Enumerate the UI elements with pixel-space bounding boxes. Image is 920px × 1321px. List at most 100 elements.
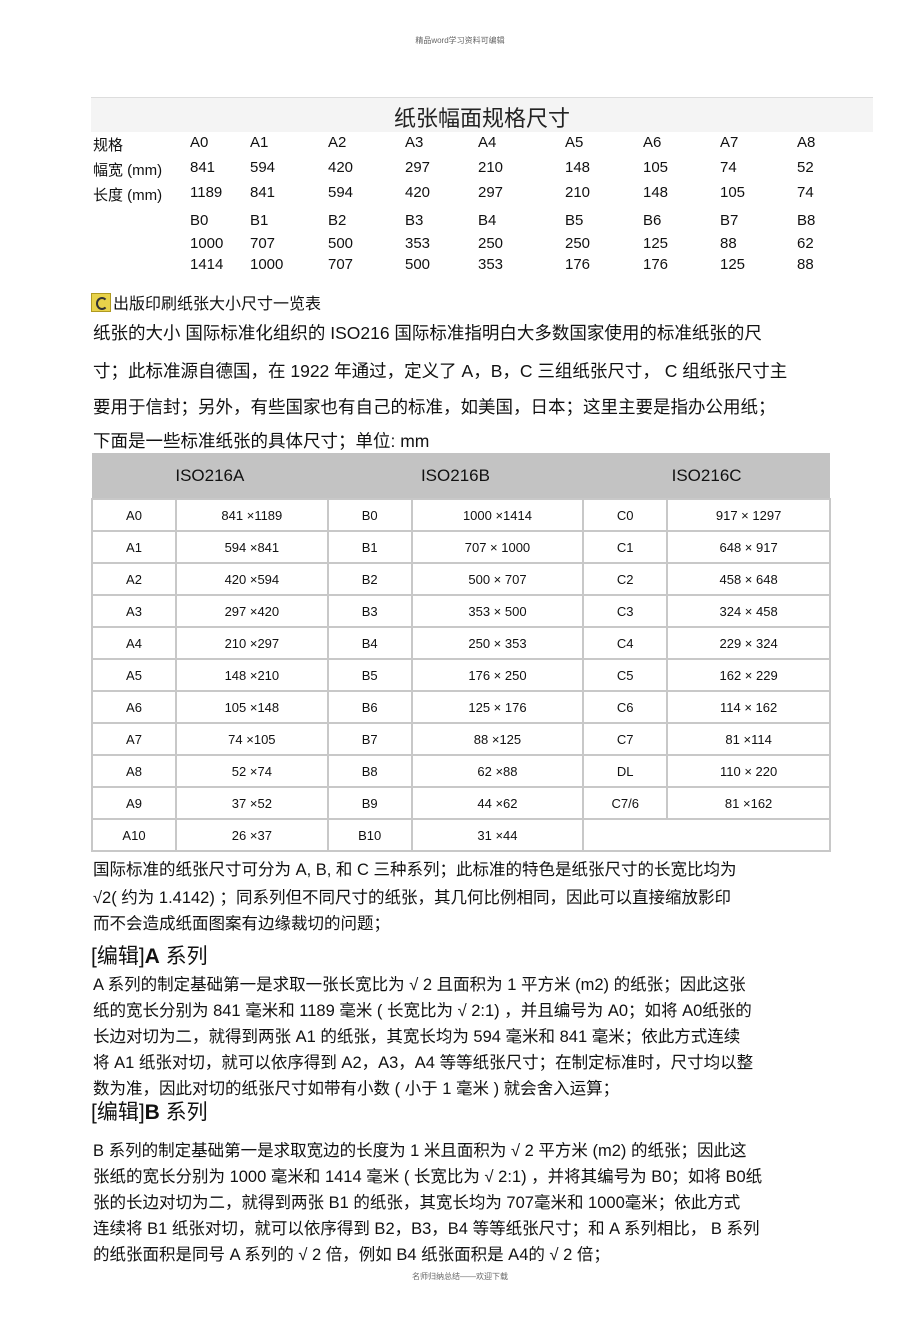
spec-cell: 353	[478, 256, 504, 273]
size-dimensions: 125 × 176	[410, 690, 585, 724]
spec-cell: A0	[190, 134, 209, 151]
size-dimensions: 229 × 324	[666, 626, 831, 660]
page-header: 精品word学习资料可编辑	[415, 36, 505, 45]
spec-cell: 176	[565, 256, 591, 273]
spec-cell: A6	[643, 134, 662, 151]
page-footer: 名师归纳总结——欢迎下载	[412, 1272, 508, 1281]
spec-cell: 88	[720, 235, 737, 252]
spec-cell: 规格	[93, 137, 124, 154]
size-dimensions: 88 ×125	[410, 722, 585, 756]
size-dimensions: 297 ×420	[175, 594, 329, 628]
spec-cell: 353	[405, 235, 431, 252]
spec-cell: 594	[250, 159, 276, 176]
spec-cell: 幅宽 (mm)	[93, 162, 163, 179]
header-iso216c: ISO216C	[583, 453, 830, 499]
spec-cell: 74	[797, 184, 814, 201]
link-line[interactable]: 出版印刷纸张大小尺寸一览表	[91, 290, 321, 314]
section-letter: B	[144, 1101, 160, 1124]
size-name: B8	[326, 754, 413, 788]
text-line: 数为准，因此对切的纸张尺寸如带有小数 ( 小于 1 毫米 ) 就会舍入运算；	[93, 1080, 620, 1098]
size-dimensions: 105 ×148	[175, 690, 329, 724]
size-dimensions: 74 ×105	[175, 722, 329, 756]
size-dimensions: 250 × 353	[410, 626, 585, 660]
spec-cell: 1000	[190, 235, 224, 252]
section-a-heading: [编辑]A 系列	[91, 940, 208, 970]
section-letter: A	[144, 945, 160, 968]
table-row: A0 841 ×1189 B0 1000 ×1414 C0 917 × 1297	[91, 498, 831, 532]
text-line: B 系列的制定基础第一是求取宽边的长度为 1 米且面积为 √ 2 平方米 (m2…	[93, 1142, 747, 1160]
size-dimensions: 81 ×114	[666, 722, 831, 756]
size-dimensions: 648 × 917	[666, 530, 831, 564]
size-name: DL	[582, 754, 669, 788]
text-line: 下面是一些标准纸张的具体尺寸；单位: mm	[93, 431, 430, 451]
table-row: A4 210 ×297 B4 250 × 353 C4 229 × 324	[91, 626, 831, 660]
spec-cell: 148	[643, 184, 669, 201]
size-name: B9	[326, 786, 413, 820]
spec-cell: A7	[720, 134, 739, 151]
spec-cell: 176	[643, 256, 669, 273]
text-line: 要用于信封；另外，有些国家也有自己的标准，如美国，日本；这里主要是指办公用纸；	[93, 397, 776, 417]
spec-cell: 125	[643, 235, 669, 252]
spec-cell: 841	[250, 184, 276, 201]
text-line: 张纸的宽长分别为 1000 毫米和 1414 毫米 ( 长宽比为 √ 2:1) …	[93, 1168, 763, 1186]
section-word: 系列	[159, 1101, 208, 1124]
header-iso216a: ISO216A	[92, 453, 328, 499]
spec-cell: A5	[565, 134, 584, 151]
document-link-icon	[91, 293, 111, 312]
text-line: 纸的宽长分别为 841 毫米和 1189 毫米 ( 长宽比为 √ 2:1) ，并…	[93, 1002, 752, 1020]
spec-cell: B7	[720, 212, 739, 229]
size-dimensions: 1000 ×1414	[410, 498, 585, 532]
size-name: A3	[91, 594, 177, 628]
size-name: C6	[582, 690, 669, 724]
size-name: C7/6	[582, 786, 669, 820]
spec-cell: 707	[250, 235, 276, 252]
spec-cell: A1	[250, 134, 269, 151]
size-name: B0	[326, 498, 413, 532]
table-row: A1 594 ×841 B1 707 × 1000 C1 648 × 917	[91, 530, 831, 564]
edit-link[interactable]: [编辑]	[91, 945, 145, 968]
size-name: C2	[582, 562, 669, 596]
spec-cell: B0	[190, 212, 209, 229]
size-dimensions: 148 ×210	[175, 658, 329, 692]
size-name: A0	[91, 498, 177, 532]
spec-table-title: 纸张幅面规格尺寸	[393, 106, 570, 131]
iso216-table: ISO216A ISO216B ISO216C A0 841 ×1189 B0 100…	[91, 453, 831, 852]
table-row: A3 297 ×420 B3 353 × 500 C3 324 × 458	[91, 594, 831, 628]
text-line: 寸；此标准源自德国，在 1922 年通过，定义了 A，B，C 三组纸张尺寸， C…	[93, 361, 788, 381]
size-dimensions: 420 ×594	[175, 562, 329, 596]
spec-cell: 88	[797, 256, 814, 273]
spec-cell: 210	[565, 184, 591, 201]
size-name: C3	[582, 594, 669, 628]
size-dimensions: 458 × 648	[666, 562, 831, 596]
size-name: A10	[91, 818, 177, 852]
size-name: B4	[326, 626, 413, 660]
size-dimensions: 594 ×841	[175, 530, 329, 564]
size-dimensions: 162 × 229	[666, 658, 831, 692]
size-name: A4	[91, 626, 177, 660]
text-line: 的纸张面积是同号 A 系列的 √ 2 倍，例如 B4 纸张面积是 A4的 √ 2…	[93, 1246, 610, 1264]
header-iso216b: ISO216B	[327, 453, 584, 499]
size-dimensions: 114 × 162	[666, 690, 831, 724]
text-line: A 系列的制定基础第一是求取一张长宽比为 √ 2 且面积为 1 平方米 (m2)…	[93, 976, 746, 994]
size-name: B6	[326, 690, 413, 724]
spec-cell: 500	[328, 235, 354, 252]
spec-cell: 62	[797, 235, 814, 252]
spec-cell: B6	[643, 212, 662, 229]
text-line: 国际标准的纸张尺寸可分为 A, B, 和 C 三种系列；此标准的特色是纸张尺寸的…	[93, 861, 737, 879]
text-line: 而不会造成纸面图案有边缘裁切的问题；	[93, 915, 390, 933]
spec-cell: A2	[328, 134, 347, 151]
spec-cell: 105	[643, 159, 669, 176]
link-label[interactable]: 出版印刷纸张大小尺寸一览表	[113, 296, 322, 313]
table-row: A7 74 ×105 B7 88 ×125 C7 81 ×114	[91, 722, 831, 756]
text-line: 张的长边对切为二，就得到两张 B1 的纸张，其宽长均为 707毫米和 1000毫…	[93, 1194, 741, 1212]
size-name: C1	[582, 530, 669, 564]
size-name: A9	[91, 786, 177, 820]
size-name: A8	[91, 754, 177, 788]
edit-link[interactable]: [编辑]	[91, 1101, 145, 1124]
spec-cell: 707	[328, 256, 354, 273]
size-dimensions: 26 ×37	[175, 818, 329, 852]
spec-cell: B2	[328, 212, 347, 229]
size-dimensions: 917 × 1297	[666, 498, 831, 532]
table-row: A6 105 ×148 B6 125 × 176 C6 114 × 162	[91, 690, 831, 724]
